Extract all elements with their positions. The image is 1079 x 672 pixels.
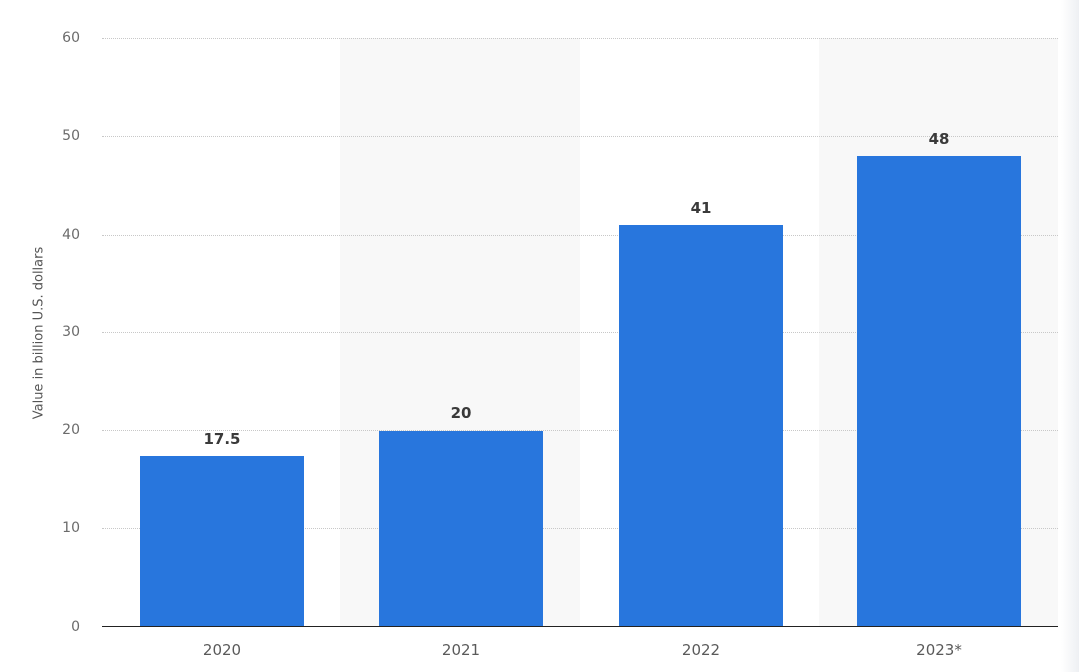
bar-2023[interactable] — [857, 156, 1021, 627]
gridline-20 — [102, 430, 1058, 431]
bar-value-label: 48 — [928, 130, 950, 148]
x-tick-label: 2022 — [681, 641, 721, 659]
x-tick-label: 2023* — [916, 641, 962, 659]
y-tick-label: 20 — [62, 422, 80, 438]
y-tick-label: 50 — [62, 128, 80, 144]
x-tick-label: 2020 — [202, 641, 242, 659]
y-tick-label: 60 — [62, 30, 80, 46]
x-axis-line — [102, 626, 1058, 627]
bar-value-label: 20 — [450, 404, 472, 422]
y-tick-label: 40 — [62, 227, 80, 243]
bar-2020[interactable] — [140, 456, 304, 627]
gridline-10 — [102, 528, 1058, 529]
gridline-30 — [102, 332, 1058, 333]
x-tick-label: 2021 — [441, 641, 481, 659]
gridline-40 — [102, 235, 1058, 236]
bar-value-label: 41 — [690, 199, 712, 217]
y-tick-label: 10 — [62, 520, 80, 536]
bar-value-label: 17.5 — [203, 430, 241, 448]
bar-2022[interactable] — [619, 225, 783, 627]
y-tick-label: 30 — [62, 324, 80, 340]
y-tick-label: 0 — [71, 619, 80, 635]
right-edge-shadow — [1061, 0, 1079, 672]
y-axis-title: Value in billion U.S. dollars — [31, 246, 47, 420]
bar-2021[interactable] — [379, 431, 543, 627]
gridline-60 — [102, 38, 1058, 39]
gridline-50 — [102, 136, 1058, 137]
